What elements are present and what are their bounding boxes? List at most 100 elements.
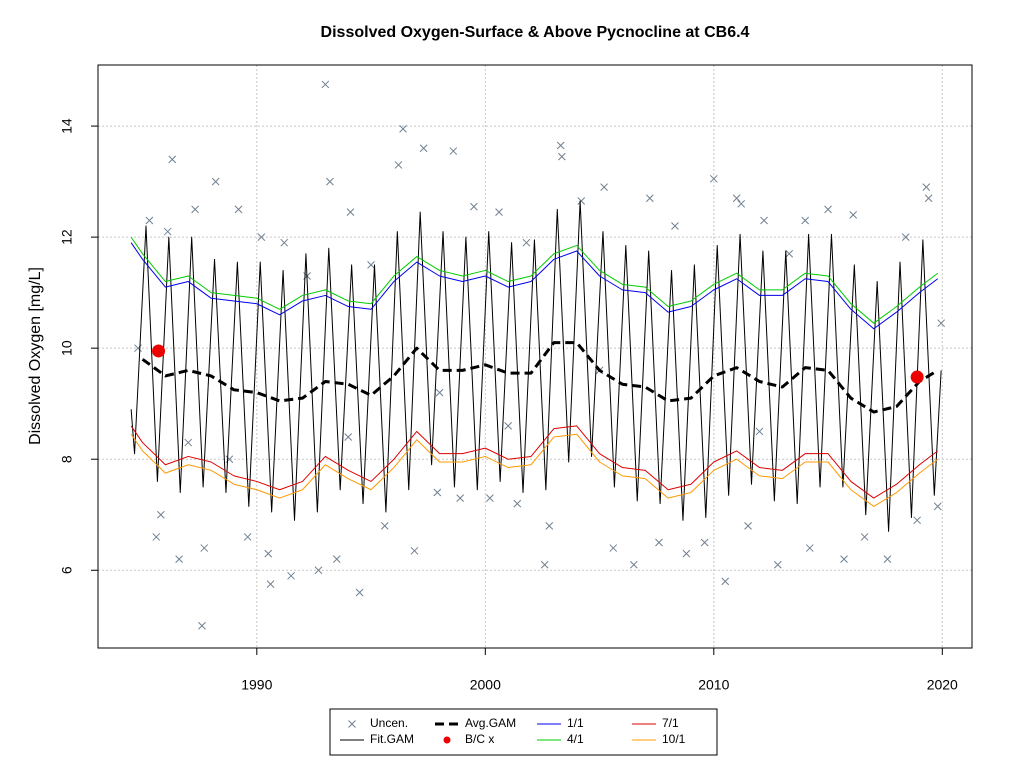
scatter-point bbox=[933, 502, 942, 511]
legend-symbol bbox=[443, 736, 451, 744]
scatter-point bbox=[321, 80, 330, 89]
scatter-point bbox=[709, 174, 718, 183]
y-tick-label: 12 bbox=[59, 229, 75, 245]
scatter-point bbox=[145, 216, 154, 225]
y-tick-label: 8 bbox=[59, 455, 75, 463]
legend-label: 4/1 bbox=[567, 732, 584, 746]
scatter-point bbox=[609, 544, 618, 552]
scatter-point bbox=[191, 205, 199, 214]
scatter-point bbox=[234, 205, 243, 214]
scatter-point bbox=[314, 566, 323, 575]
scatter-point bbox=[184, 438, 193, 447]
scatter-point bbox=[287, 571, 295, 580]
series-line bbox=[130, 433, 939, 507]
scatter-point bbox=[346, 208, 355, 216]
legend-label: 7/1 bbox=[662, 716, 679, 730]
scatter-point bbox=[168, 155, 177, 164]
scatter-point bbox=[522, 238, 531, 247]
scatter-point bbox=[860, 533, 869, 541]
scatter-point bbox=[557, 152, 566, 161]
scatter-point bbox=[257, 233, 266, 241]
chart-title: Dissolved Oxygen-Surface & Above Pycnocl… bbox=[321, 24, 750, 41]
scatter-point bbox=[937, 319, 946, 328]
scatter-point bbox=[410, 546, 419, 555]
scatter-point bbox=[495, 208, 503, 216]
scatter-point bbox=[399, 124, 407, 133]
series-line bbox=[141, 341, 939, 414]
scatter-point bbox=[840, 555, 848, 564]
legend-label: 10/1 bbox=[662, 732, 686, 746]
scatter-point bbox=[744, 521, 752, 530]
scatter-point bbox=[629, 560, 638, 569]
legend-symbol bbox=[348, 720, 356, 728]
scatter-point bbox=[671, 222, 679, 230]
series-line bbox=[130, 236, 939, 324]
scatter-point bbox=[433, 488, 442, 497]
scatter-point bbox=[380, 521, 389, 530]
y-tick-label: 6 bbox=[59, 566, 75, 574]
scatter-point bbox=[721, 577, 730, 586]
scatter-point bbox=[600, 183, 608, 192]
scatter-point bbox=[435, 388, 444, 397]
scatter-point bbox=[755, 427, 764, 436]
scatter-point bbox=[504, 422, 513, 430]
scatter-point bbox=[540, 560, 549, 569]
series-line bbox=[130, 242, 939, 330]
y-tick-label: 10 bbox=[59, 340, 75, 356]
scatter-point bbox=[883, 555, 892, 564]
scatter-point bbox=[156, 510, 165, 519]
scatter-point bbox=[394, 161, 403, 169]
scatter-point bbox=[266, 580, 275, 589]
series-line bbox=[130, 200, 942, 532]
scatter-point bbox=[805, 544, 814, 552]
scatter-point bbox=[326, 177, 334, 186]
scatter-point bbox=[655, 538, 663, 547]
legend-label: B/C x bbox=[465, 732, 494, 746]
scatter-point bbox=[264, 549, 273, 558]
scatter-point bbox=[785, 249, 794, 258]
scatter-point bbox=[700, 538, 709, 547]
x-tick-label: 2000 bbox=[470, 677, 501, 693]
scatter-point bbox=[913, 516, 922, 525]
scatter-point bbox=[737, 199, 746, 208]
scatter-point bbox=[456, 494, 465, 502]
scatter-point bbox=[760, 216, 768, 225]
bc-point bbox=[910, 370, 924, 384]
scatter-point bbox=[175, 555, 183, 564]
scatter-point bbox=[280, 238, 289, 247]
scatter-point bbox=[801, 216, 810, 225]
scatter-point bbox=[243, 533, 252, 541]
y-tick-label: 14 bbox=[59, 118, 75, 134]
scatter-point bbox=[922, 183, 931, 192]
scatter-point bbox=[486, 494, 494, 502]
scatter-point bbox=[732, 194, 741, 203]
scatter-point bbox=[901, 233, 910, 241]
scatter-point bbox=[152, 533, 161, 541]
scatter-point bbox=[198, 621, 206, 630]
y-axis-label: Dissolved Oxygen [mg/L] bbox=[27, 267, 44, 445]
legend-box bbox=[329, 708, 718, 756]
scatter-point bbox=[682, 549, 691, 558]
scatter-point bbox=[513, 499, 522, 508]
scatter-point bbox=[824, 205, 832, 214]
scatter-point bbox=[545, 521, 554, 530]
scatter-point bbox=[556, 141, 565, 150]
scatter-point bbox=[849, 211, 858, 219]
x-tick-label: 2020 bbox=[927, 677, 958, 693]
scatter-point bbox=[419, 144, 428, 153]
scatter-point bbox=[163, 227, 172, 236]
x-tick-label: 1990 bbox=[241, 677, 272, 693]
scatter-point bbox=[344, 433, 353, 441]
legend-label: Avg.GAM bbox=[465, 716, 516, 730]
scatter-point bbox=[200, 544, 209, 552]
series-line bbox=[130, 425, 939, 499]
scatter-point bbox=[449, 147, 458, 155]
scatter-point bbox=[470, 202, 478, 211]
legend-label: Fit.GAM bbox=[370, 732, 414, 746]
scatter-point bbox=[211, 177, 220, 186]
scatter-point bbox=[332, 555, 341, 564]
scatter-point bbox=[577, 197, 586, 205]
legend-label: Uncen. bbox=[370, 716, 408, 730]
scatter-point bbox=[355, 588, 364, 597]
